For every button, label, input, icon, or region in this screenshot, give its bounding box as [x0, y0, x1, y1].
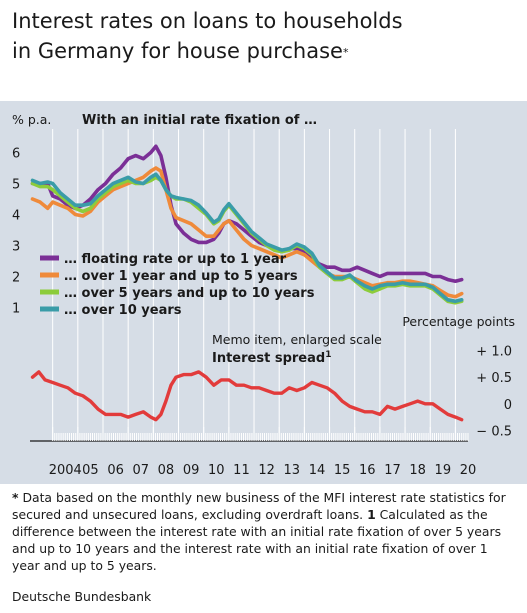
y-tick-label: + 1.0: [476, 345, 512, 360]
x-tick-label: 18: [409, 463, 426, 478]
legend-label: … over 5 years and up to 10 years: [64, 286, 315, 301]
footnote-marker: *: [12, 490, 19, 505]
x-tick-label: 06: [107, 463, 124, 478]
legend-label: … floating rate or up to 1 year: [64, 252, 287, 267]
footnote: * Data based on the monthly new business…: [12, 489, 517, 574]
spread-series-line: [30, 370, 464, 422]
x-tick-label: 10: [208, 463, 225, 478]
x-tick-label: 12: [258, 463, 275, 478]
chart-svg: % p.a. With an initial rate fixation of …: [12, 112, 515, 478]
title-line-1: Interest rates on loans to households: [12, 9, 403, 33]
y-tick-label: 2: [12, 271, 20, 286]
y-tick-label: 6: [12, 147, 20, 162]
legend-label: … over 10 years: [64, 303, 182, 318]
spread-chart-title: Interest spread1: [212, 350, 331, 366]
spread-line: [30, 370, 464, 422]
memo-label: Memo item, enlarged scale: [212, 332, 382, 347]
spread-title-text: Interest spread: [212, 351, 325, 366]
y-tick-label: 0: [504, 398, 512, 413]
series-line-over10: [30, 172, 464, 304]
x-tick-label: 20: [460, 463, 477, 478]
footnote-text: Data based on the monthly new business o…: [12, 490, 506, 522]
top-y-ticks: 6 5 4 3 2 1: [12, 147, 20, 317]
spread-title-ref: 1: [325, 350, 331, 360]
y-tick-label: + 0.5: [476, 371, 512, 386]
footnote-text-2: Calculated as the difference between the…: [12, 507, 502, 573]
chart-panel: % p.a. With an initial rate fixation of …: [0, 101, 527, 484]
top-chart-lines: [30, 144, 464, 305]
y-tick-label: 1: [12, 302, 20, 317]
x-tick-label: 17: [384, 463, 401, 478]
bottom-y-axis-label: Percentage points: [402, 314, 515, 329]
x-tick-label: 07: [132, 463, 149, 478]
title-footnote-marker: *: [342, 46, 349, 59]
x-tick-label: 16: [359, 463, 376, 478]
series-line-floating: [30, 144, 464, 283]
x-tick-label: 11: [233, 463, 250, 478]
x-axis: 2004 05 06 07 08 09 10 11 12 13 14 15 16 17 18 19 20: [30, 427, 476, 478]
x-tick-label: 05: [82, 463, 99, 478]
x-tick-label: 13: [284, 463, 301, 478]
y-tick-label: 3: [12, 240, 20, 255]
title-line-2-text: in Germany for house purchase: [12, 39, 343, 63]
top-y-axis-label: % p.a.: [12, 112, 51, 127]
top-chart-subtitle: With an initial rate fixation of …: [82, 113, 317, 128]
x-tick-label: 2004: [49, 463, 82, 478]
x-tick-label: 08: [158, 463, 175, 478]
y-tick-label: 4: [12, 209, 20, 224]
x-tick-label: 15: [334, 463, 351, 478]
x-tick-label: 19: [435, 463, 452, 478]
y-tick-label: − 0.5: [476, 424, 512, 439]
chart-title: Interest rates on loans to households in…: [12, 6, 517, 66]
bottom-y-ticks: + 1.0 + 0.5 0 − 0.5: [476, 345, 512, 440]
source: Deutsche Bundesbank: [12, 589, 152, 604]
x-tick-label: 14: [309, 463, 326, 478]
x-tick-label: 09: [183, 463, 200, 478]
y-tick-label: 5: [12, 178, 20, 193]
legend: … floating rate or up to 1 year … over 1 …: [40, 252, 315, 318]
title-line-2: in Germany for house purchase*: [12, 36, 517, 66]
legend-label: … over 1 year and up to 5 years: [64, 269, 298, 284]
footnote-ref: 1: [367, 507, 376, 522]
